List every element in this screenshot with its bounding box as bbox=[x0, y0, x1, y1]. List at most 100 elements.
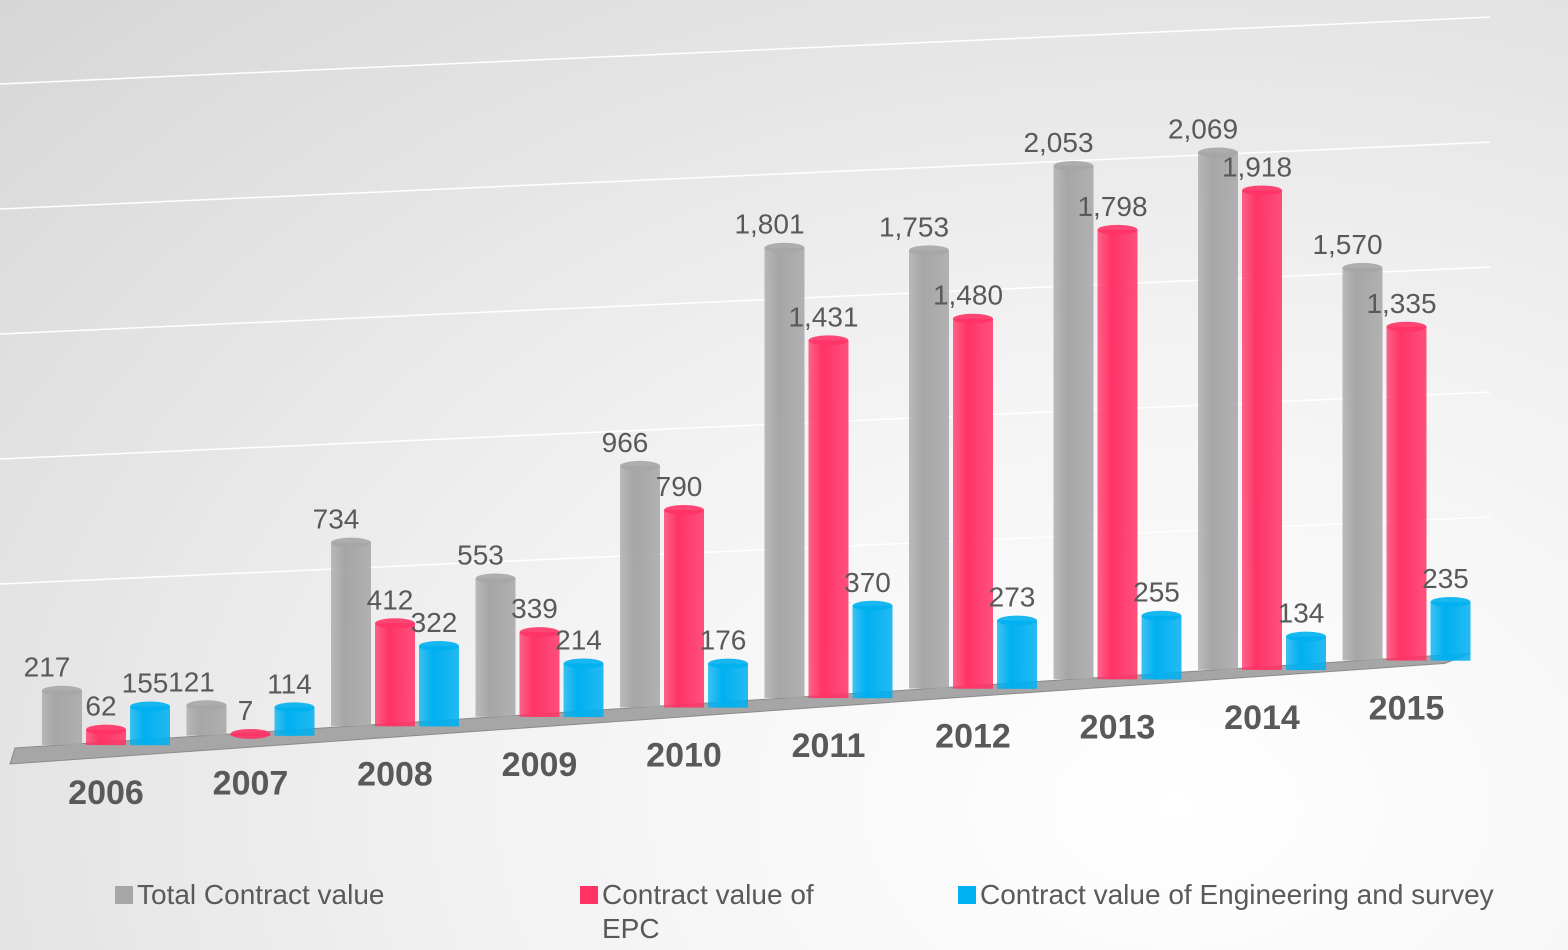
value-label: 322 bbox=[411, 607, 458, 638]
value-label: 114 bbox=[267, 668, 312, 699]
value-label: 370 bbox=[844, 567, 891, 598]
grid-line bbox=[0, 141, 1491, 210]
value-label: 235 bbox=[1422, 563, 1469, 594]
bar-top bbox=[419, 640, 459, 651]
bar-top bbox=[620, 460, 660, 471]
value-label: 1,918 bbox=[1222, 151, 1292, 182]
bar bbox=[852, 605, 893, 699]
value-label: 1,480 bbox=[933, 280, 1003, 311]
bar-top bbox=[86, 724, 126, 735]
bar bbox=[997, 620, 1037, 689]
bar-top bbox=[1198, 147, 1238, 158]
bar-top bbox=[1242, 185, 1282, 196]
x-tick-label: 2010 bbox=[646, 737, 722, 775]
bar-top bbox=[274, 702, 315, 713]
bar bbox=[1198, 152, 1238, 670]
bar bbox=[708, 663, 748, 708]
value-label: 2,053 bbox=[1023, 127, 1093, 158]
legend-label: Contract value of Engineering and survey bbox=[980, 879, 1494, 910]
bar-top bbox=[130, 701, 170, 712]
bar-top bbox=[808, 335, 849, 346]
bar bbox=[1342, 267, 1383, 661]
x-tick-label: 2006 bbox=[68, 774, 144, 812]
x-tick-label: 2015 bbox=[1369, 690, 1445, 728]
bar-top bbox=[331, 537, 371, 548]
bar-top bbox=[1097, 224, 1138, 235]
bar bbox=[519, 632, 560, 717]
legend-swatch bbox=[115, 886, 133, 904]
bar-top bbox=[1141, 610, 1182, 621]
x-tick-label: 2008 bbox=[357, 755, 433, 793]
bar-top bbox=[519, 627, 560, 638]
bar-top bbox=[664, 505, 704, 516]
bar bbox=[1286, 636, 1326, 671]
value-label: 1,431 bbox=[788, 301, 858, 332]
value-label: 155 bbox=[122, 667, 169, 698]
bar-top bbox=[764, 242, 805, 253]
bar bbox=[1053, 165, 1094, 680]
bar-top bbox=[475, 573, 516, 584]
bar-top bbox=[852, 600, 893, 611]
value-label: 412 bbox=[367, 584, 414, 615]
legend-swatch bbox=[580, 886, 598, 904]
value-label: 7 bbox=[238, 695, 254, 726]
grid-line bbox=[0, 266, 1491, 335]
value-label: 734 bbox=[313, 504, 360, 535]
bar-top bbox=[1286, 631, 1326, 642]
bar bbox=[953, 318, 993, 689]
value-label: 553 bbox=[457, 540, 504, 571]
bar-top bbox=[375, 618, 415, 629]
bar bbox=[764, 247, 805, 698]
bar-top bbox=[909, 245, 949, 256]
bar bbox=[1242, 190, 1282, 670]
bar bbox=[664, 510, 704, 708]
bar bbox=[1386, 326, 1427, 661]
legend-label: Contract value of EPC bbox=[602, 879, 814, 944]
chart: 2176215520061217114200773441232220085533… bbox=[0, 16, 1491, 813]
bar-top bbox=[1430, 596, 1471, 607]
bar bbox=[808, 340, 849, 699]
bar bbox=[375, 623, 415, 727]
value-label: 1,335 bbox=[1366, 288, 1436, 319]
grid-line bbox=[0, 16, 1491, 85]
bar bbox=[909, 250, 949, 689]
bar bbox=[1097, 229, 1138, 680]
bar-top bbox=[230, 728, 271, 739]
value-label: 966 bbox=[602, 427, 649, 458]
value-label: 255 bbox=[1133, 577, 1180, 608]
value-label: 1,801 bbox=[734, 209, 804, 240]
legend-item: Total Contract value bbox=[115, 878, 415, 912]
value-label: 217 bbox=[24, 652, 71, 683]
bar bbox=[419, 645, 459, 727]
legend-swatch bbox=[958, 886, 976, 904]
bar-top bbox=[997, 615, 1037, 626]
legend-item: Contract value of EPC bbox=[580, 878, 820, 946]
value-label: 176 bbox=[700, 625, 747, 656]
legend-item: Contract value of Engineering and survey bbox=[958, 878, 1568, 912]
value-label: 62 bbox=[85, 691, 116, 722]
bar-top bbox=[1386, 321, 1427, 332]
bar-top bbox=[1342, 262, 1383, 273]
value-label: 214 bbox=[555, 625, 602, 656]
grid-line bbox=[0, 516, 1491, 585]
bar-top bbox=[42, 685, 82, 696]
bar bbox=[42, 690, 82, 745]
x-tick-label: 2007 bbox=[213, 765, 289, 803]
value-label: 134 bbox=[1278, 598, 1325, 629]
value-label: 790 bbox=[656, 471, 703, 502]
bar bbox=[1430, 601, 1471, 661]
legend-label: Total Contract value bbox=[137, 879, 385, 910]
value-label: 1,570 bbox=[1312, 229, 1382, 260]
value-label: 339 bbox=[511, 593, 558, 624]
grid-line bbox=[0, 391, 1491, 460]
bar bbox=[186, 705, 227, 736]
x-tick-label: 2014 bbox=[1224, 699, 1300, 737]
legend: Total Contract value Contract value of EP… bbox=[0, 878, 1568, 950]
x-tick-label: 2013 bbox=[1080, 708, 1156, 746]
bar bbox=[1141, 615, 1182, 680]
bar bbox=[331, 542, 371, 727]
value-label: 1,753 bbox=[879, 211, 949, 242]
bar-top bbox=[563, 658, 604, 669]
bar-top bbox=[1053, 160, 1094, 171]
